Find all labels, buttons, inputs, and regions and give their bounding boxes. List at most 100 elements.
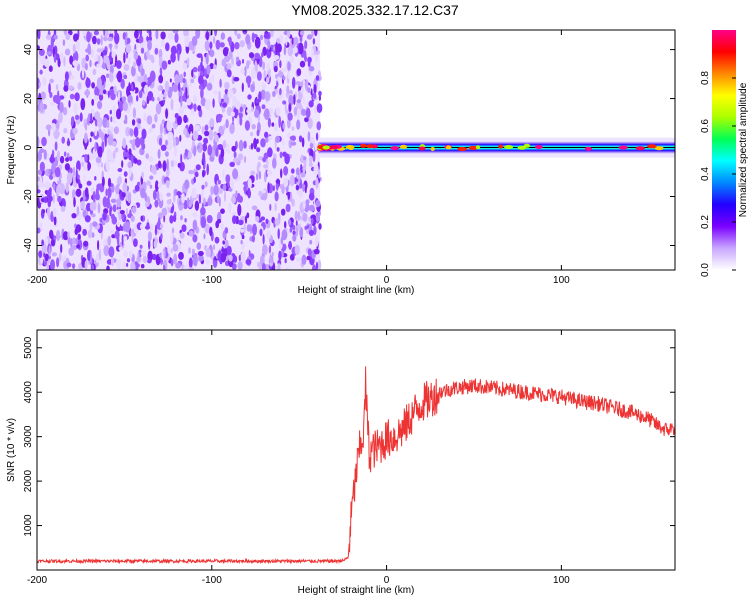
noise-speckle bbox=[200, 55, 203, 63]
noise-speckle bbox=[178, 251, 184, 260]
noise-speckle bbox=[167, 59, 171, 65]
noise-speckle bbox=[134, 184, 140, 192]
noise-speckle bbox=[223, 93, 227, 100]
noise-speckle bbox=[263, 33, 270, 39]
noise-speckle bbox=[229, 123, 235, 135]
noise-speckle bbox=[298, 135, 303, 143]
noise-speckle bbox=[59, 183, 65, 195]
noise-speckle bbox=[94, 118, 98, 127]
noise-speckle bbox=[106, 265, 110, 270]
band-peak bbox=[399, 144, 408, 149]
noise-speckle bbox=[212, 244, 216, 251]
noise-speckle bbox=[224, 81, 230, 90]
noise-speckle bbox=[280, 37, 283, 43]
noise-speckle bbox=[165, 42, 170, 52]
noise-speckle bbox=[235, 190, 238, 196]
noise-speckle bbox=[184, 148, 188, 157]
noise-speckle bbox=[123, 150, 127, 158]
noise-speckle bbox=[77, 233, 81, 241]
noise-speckle bbox=[84, 122, 88, 131]
noise-speckle bbox=[101, 176, 105, 187]
noise-speckle bbox=[218, 90, 221, 103]
noise-speckle bbox=[87, 250, 91, 261]
noise-speckle bbox=[37, 30, 41, 40]
noise-speckle bbox=[87, 161, 91, 171]
noise-speckle bbox=[63, 127, 68, 134]
snr-line bbox=[37, 366, 675, 565]
spectrogram-x-tick-label: 100 bbox=[553, 275, 570, 286]
band-peak bbox=[322, 145, 330, 150]
noise-speckle bbox=[195, 124, 201, 131]
noise-speckle bbox=[204, 40, 210, 52]
noise-speckle bbox=[37, 189, 41, 194]
band-peak bbox=[345, 145, 355, 149]
noise-speckle bbox=[230, 178, 234, 190]
noise-speckle bbox=[167, 32, 174, 40]
noise-speckle bbox=[222, 183, 227, 191]
noise-speckle bbox=[137, 76, 141, 82]
noise-speckle bbox=[214, 30, 218, 37]
noise-speckle bbox=[174, 32, 179, 44]
noise-speckle bbox=[197, 142, 203, 154]
noise-speckle bbox=[89, 253, 93, 265]
noise-speckle bbox=[250, 132, 254, 137]
noise-speckle bbox=[202, 143, 208, 152]
noise-speckle bbox=[46, 189, 52, 198]
noise-speckle bbox=[291, 168, 295, 174]
noise-speckle bbox=[291, 37, 294, 45]
noise-speckle bbox=[318, 95, 321, 101]
noise-speckle bbox=[139, 244, 143, 249]
noise-speckle bbox=[175, 43, 182, 56]
noise-speckle bbox=[45, 34, 52, 40]
noise-speckle bbox=[140, 250, 147, 257]
noise-speckle bbox=[103, 30, 106, 37]
colorbar: 0.0 0.2 0.4 0.6 0.8 Normalized spectral ampl… bbox=[700, 30, 749, 277]
noise-speckle bbox=[294, 244, 300, 256]
noise-speckle bbox=[97, 201, 101, 214]
noise-speckle bbox=[296, 68, 302, 76]
noise-speckle bbox=[240, 228, 245, 233]
noise-speckle bbox=[213, 36, 216, 44]
noise-speckle bbox=[103, 36, 108, 42]
noise-speckle bbox=[179, 134, 182, 142]
noise-speckle bbox=[204, 223, 210, 234]
noise-speckle bbox=[196, 242, 202, 250]
noise-speckle bbox=[132, 107, 136, 119]
noise-speckle bbox=[155, 180, 159, 193]
noise-speckle bbox=[238, 112, 243, 119]
noise-speckle bbox=[291, 198, 295, 207]
noise-speckle bbox=[192, 254, 198, 267]
noise-speckle bbox=[131, 65, 136, 77]
noise-speckle bbox=[116, 60, 122, 69]
noise-speckle bbox=[130, 215, 135, 222]
noise-speckle bbox=[194, 171, 199, 178]
noise-speckle bbox=[267, 182, 270, 194]
noise-speckle bbox=[163, 214, 166, 223]
noise-speckle bbox=[293, 106, 298, 115]
noise-speckle bbox=[68, 85, 73, 90]
noise-speckle bbox=[303, 50, 307, 61]
noise-speckle bbox=[39, 182, 46, 188]
band-peak bbox=[328, 145, 338, 150]
noise-speckle bbox=[173, 253, 178, 265]
noise-speckle bbox=[51, 162, 56, 174]
noise-speckle bbox=[183, 114, 188, 124]
noise-speckle bbox=[90, 112, 93, 125]
noise-speckle bbox=[255, 98, 260, 104]
noise-speckle bbox=[285, 36, 288, 46]
noise-speckle bbox=[206, 163, 209, 176]
noise-speckle bbox=[280, 168, 283, 179]
noise-speckle bbox=[158, 137, 163, 146]
noise-speckle bbox=[122, 137, 127, 149]
noise-speckle bbox=[76, 39, 80, 52]
noise-speckle bbox=[140, 187, 146, 199]
noise-speckle bbox=[293, 94, 296, 105]
noise-speckle bbox=[164, 80, 170, 93]
noise-speckle bbox=[75, 168, 78, 178]
noise-speckle bbox=[222, 47, 229, 57]
noise-speckle bbox=[45, 124, 52, 131]
noise-speckle bbox=[39, 69, 43, 75]
noise-speckle bbox=[192, 234, 198, 243]
noise-speckle bbox=[315, 213, 320, 222]
noise-speckle bbox=[124, 221, 131, 233]
